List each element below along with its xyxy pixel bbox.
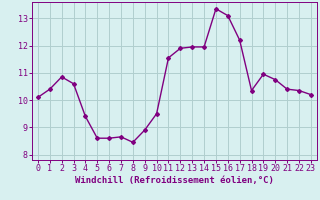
X-axis label: Windchill (Refroidissement éolien,°C): Windchill (Refroidissement éolien,°C) xyxy=(75,176,274,185)
